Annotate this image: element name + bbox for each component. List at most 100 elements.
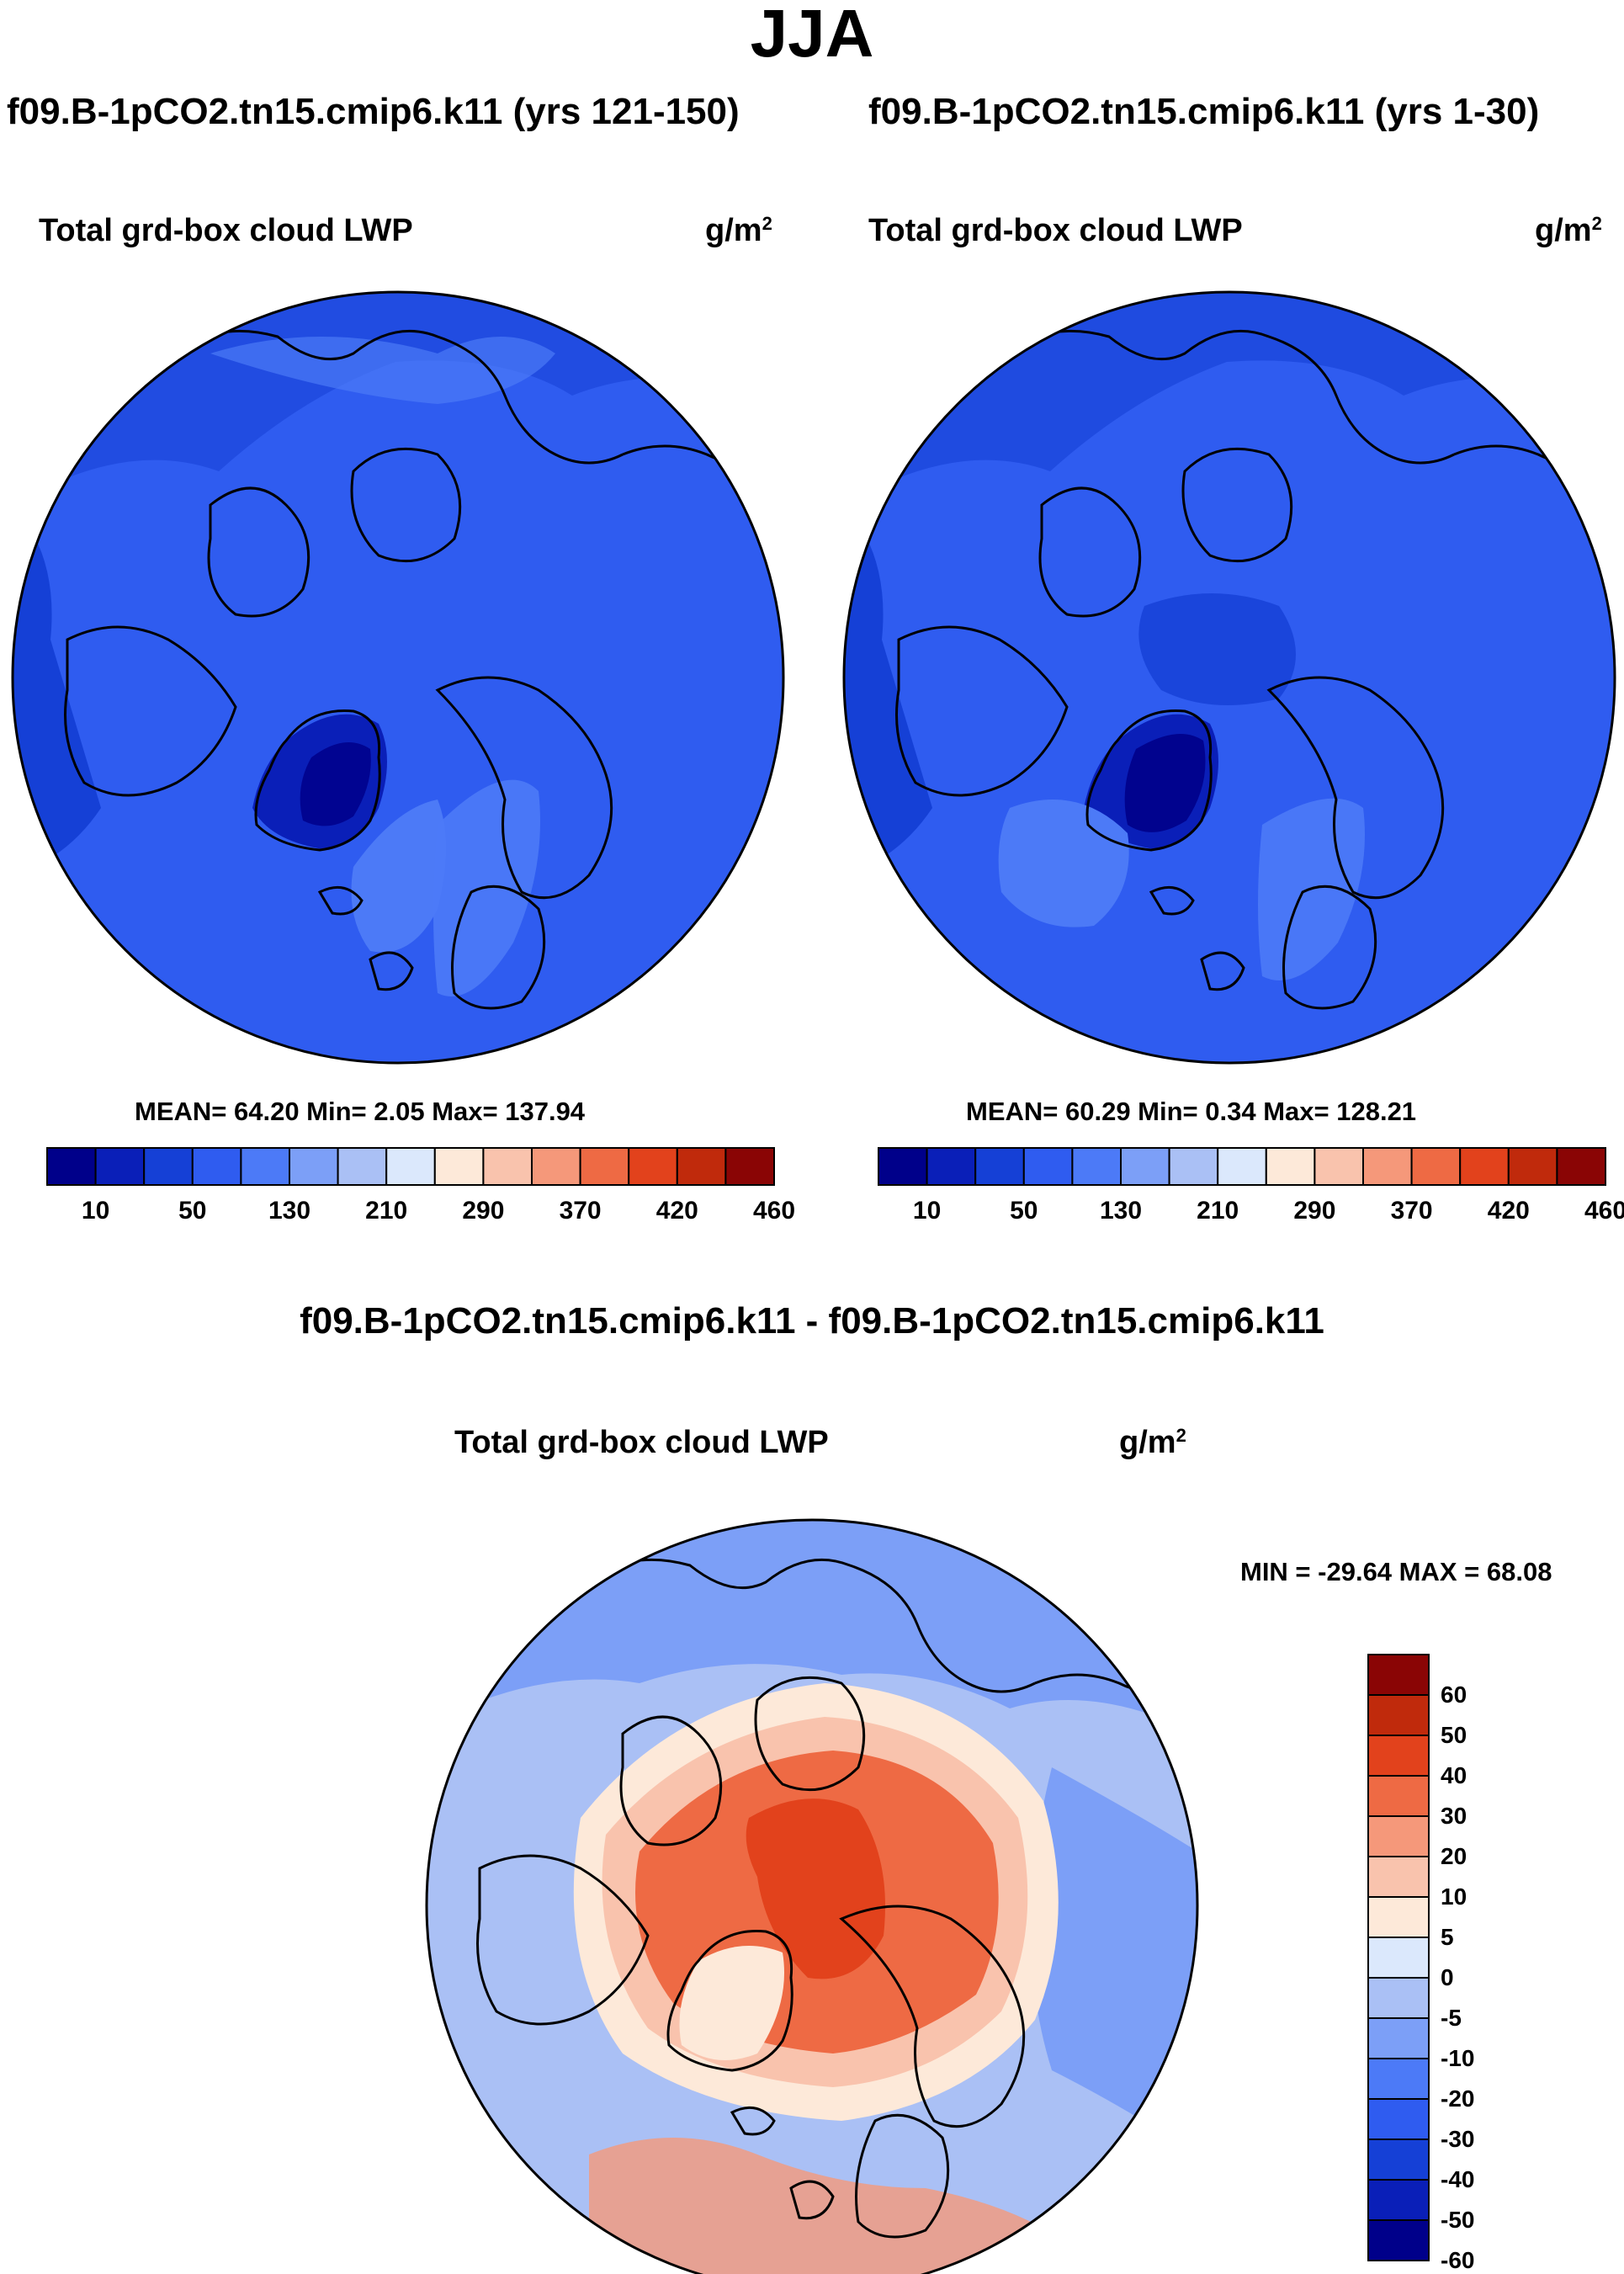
left-colorbar-tick-label: 290 [462, 1197, 505, 1225]
diff-colorbar-box [1367, 1937, 1430, 1979]
diff-colorbar-box [1367, 1694, 1430, 1736]
left-map-coastlines [64, 329, 775, 1010]
right-colorbar-tick-label: 370 [1390, 1197, 1433, 1225]
right-colorbar-box [1459, 1147, 1510, 1186]
diff-colorbar-box [1367, 2058, 1430, 2100]
left-colorbar-box [46, 1147, 97, 1186]
diff-colorbar-box [1367, 2098, 1430, 2140]
right-colorbar-box [1410, 1147, 1462, 1186]
right-colorbar-box [1022, 1147, 1074, 1186]
diff-stats: MIN = -29.64 MAX = 68.08 [1240, 1557, 1552, 1586]
left-colorbar-box [385, 1147, 436, 1186]
left-colorbar-tick-label: 50 [178, 1197, 207, 1225]
left-colorbar-box [191, 1147, 242, 1186]
right-colorbar-tick-label: 290 [1293, 1197, 1336, 1225]
right-colorbar-box [974, 1147, 1025, 1186]
left-map-atlantic-light [351, 800, 446, 953]
left-stats: MEAN= 64.20 Min= 2.05 Max= 137.94 [135, 1097, 586, 1126]
diff-colorbar-tick-label: 40 [1441, 1762, 1467, 1788]
left-map-border [11, 290, 785, 1065]
diff-colorbar [1367, 1654, 1430, 2261]
left-colorbar-box [531, 1147, 581, 1186]
left-colorbar-box [676, 1147, 727, 1186]
left-colorbar-box [724, 1147, 776, 1186]
diff-colorbar-tick-label: -10 [1441, 2045, 1475, 2071]
diff-colorbar-box [1367, 1775, 1430, 1817]
diff-colorbar-tick-label: -40 [1441, 2166, 1475, 2192]
right-map-darker-band [844, 292, 1615, 505]
left-colorbar-box [94, 1147, 146, 1186]
right-colorbar-tick-label: 420 [1487, 1197, 1530, 1225]
diff-colorbar-box [1367, 2179, 1430, 2221]
left-map-west-dark [13, 505, 101, 875]
right-colorbar-box [1556, 1147, 1607, 1186]
right-colorbar-box [1120, 1147, 1170, 1186]
diff-colorbar-box [1367, 1654, 1430, 1696]
diff-colorbar-tick-label: 60 [1441, 1682, 1467, 1708]
right-map-border [842, 290, 1616, 1065]
diff-colorbar-tick-label: 20 [1441, 1843, 1467, 1869]
right-colorbar-box [1168, 1147, 1219, 1186]
right-map-west-dark [844, 505, 932, 875]
diff-colorbar-box [1367, 1896, 1430, 1938]
diff-map-blue-east [1031, 1767, 1197, 2154]
diff-var-title: Total grd-box cloud LWP [454, 1425, 829, 1460]
diff-colorbar-tick-label: 10 [1441, 1883, 1467, 1910]
diff-run-title: f09.B-1pCO2.tn15.cmip6.k11 - f09.B-1pCO2… [300, 1300, 1324, 1342]
diff-unit: g/m2 [1119, 1425, 1186, 1460]
right-colorbar-box [926, 1147, 977, 1186]
right-map-coastlines [895, 329, 1606, 1010]
right-run-title: f09.B-1pCO2.tn15.cmip6.k11 (yrs 1-30) [868, 91, 1540, 132]
right-colorbar-box [1314, 1147, 1365, 1186]
right-map-arctic-dark [1138, 593, 1296, 705]
diff-colorbar-box [1367, 1815, 1430, 1857]
diff-colorbar-tick-label: 50 [1441, 1722, 1467, 1748]
diff-map-greenland-pale [679, 1946, 784, 2060]
diff-colorbar-tick-label: 5 [1441, 1924, 1454, 1950]
diff-map-border [425, 1518, 1199, 2274]
left-unit: g/m2 [705, 213, 772, 248]
left-colorbar-tick-label: 460 [752, 1197, 796, 1225]
diff-colorbar-box [1367, 1977, 1430, 2019]
diff-colorbar-box [1367, 1735, 1430, 1777]
right-colorbar-box [1362, 1147, 1413, 1186]
diff-map [427, 1520, 1197, 2274]
left-map-darker-band [13, 292, 783, 505]
left-map [13, 292, 783, 1063]
left-colorbar-box [289, 1147, 339, 1186]
right-colorbar-tick-label: 50 [1010, 1197, 1038, 1225]
diff-colorbar-box [1367, 1856, 1430, 1898]
diff-colorbar-tick-label: -20 [1441, 2085, 1475, 2112]
left-colorbar-tick-label: 10 [81, 1197, 110, 1225]
diff-colorbar-box [1367, 2017, 1430, 2059]
left-map-siberia-light [210, 337, 555, 404]
right-map-atlantic-light [998, 800, 1129, 927]
main-title: JJA [750, 0, 874, 71]
diff-colorbar-tick-label: 30 [1441, 1803, 1467, 1829]
left-colorbar-box [143, 1147, 194, 1186]
left-colorbar-tick-label: 370 [559, 1197, 602, 1225]
diff-colorbar-box [1367, 2139, 1430, 2181]
right-map [844, 292, 1615, 1063]
left-map-greenland-core [300, 742, 371, 826]
right-colorbar [878, 1147, 1607, 1186]
left-var-title: Total grd-box cloud LWP [39, 213, 413, 248]
right-colorbar-tick-label: 10 [912, 1197, 942, 1225]
left-colorbar-box [628, 1147, 678, 1186]
left-run-title: f09.B-1pCO2.tn15.cmip6.k11 (yrs 121-150) [7, 91, 740, 132]
diff-colorbar-box [1367, 2219, 1430, 2261]
left-colorbar-box [240, 1147, 290, 1186]
diff-colorbar-tick-label: 0 [1441, 1964, 1454, 1990]
right-colorbar-box [1217, 1147, 1267, 1186]
diff-map-blue-north [427, 1520, 1197, 1734]
left-colorbar-box [482, 1147, 533, 1186]
left-colorbar-tick-label: 130 [268, 1197, 311, 1225]
right-colorbar-tick-label: 210 [1197, 1197, 1239, 1225]
left-colorbar-box [579, 1147, 630, 1186]
right-colorbar-tick-label: 130 [1099, 1197, 1143, 1225]
diff-map-south-orange [589, 2138, 1060, 2274]
right-stats: MEAN= 60.29 Min= 0.34 Max= 128.21 [966, 1097, 1417, 1126]
right-colorbar-box [1507, 1147, 1558, 1186]
diff-colorbar-tick-label: -5 [1441, 2005, 1462, 2031]
